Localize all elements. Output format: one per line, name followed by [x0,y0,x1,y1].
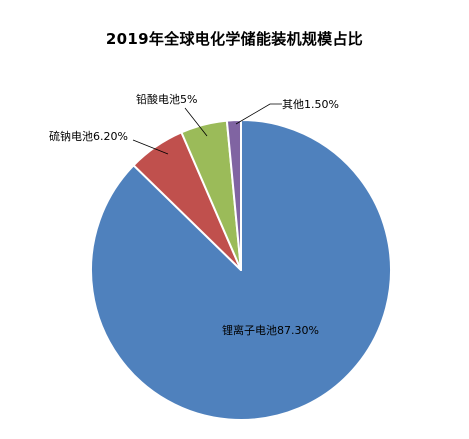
pie-slices [90,119,392,421]
pie-slice-4 [225,119,242,271]
slice-label-4: 其他1.50% [282,98,339,111]
leader-line-3 [184,107,208,137]
leader-lines [132,103,282,155]
slice-label-2: 硫钠电池6.20% [49,129,128,143]
slice-labels: 锂离子电池87.30% 硫钠电池6.20% 铅酸电池5% 其他1.50% [49,92,339,337]
slice-label-3: 铅酸电池5% [136,92,197,106]
leader-line-2 [132,139,169,155]
chart-title: 2019年全球电化学储能装机规模占比 [105,30,364,48]
slice-label-1: 锂离子电池87.30% [222,323,319,337]
leader-line-4 [235,103,282,125]
